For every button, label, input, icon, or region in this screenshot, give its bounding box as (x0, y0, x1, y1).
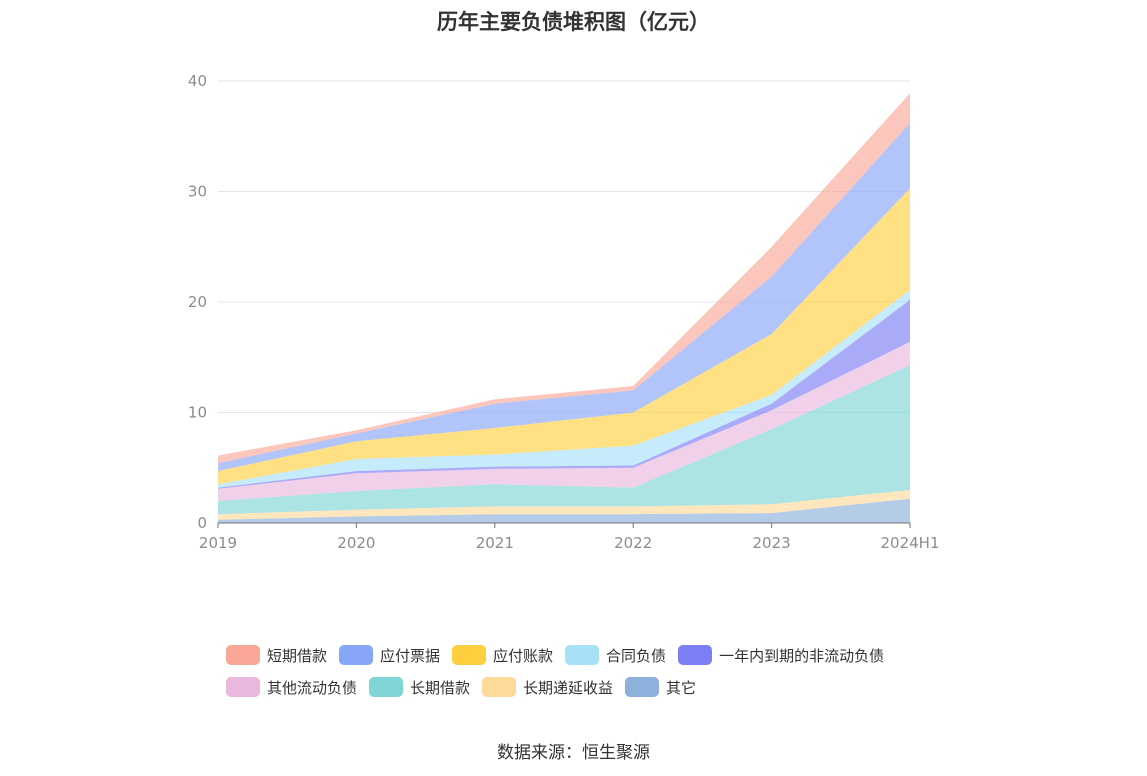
x-tick-label: 2024H1 (881, 534, 940, 552)
legend-item-short-term-loans[interactable]: 短期借款 (226, 645, 327, 666)
legend-row-2: 其他流动负债 长期借款 长期递延收益 其它 (226, 671, 986, 703)
legend-swatch (625, 677, 660, 697)
legend-row-1: 短期借款 应付票据 应付账款 合同负债 一年内到期的非流动负债 (226, 639, 986, 671)
legend-item-deferred-income[interactable]: 长期递延收益 (482, 677, 613, 698)
chart-title: 历年主要负债堆积图（亿元） (437, 10, 710, 34)
legend-swatch (452, 645, 487, 665)
data-source-note: 数据来源：恒生聚源 (497, 743, 650, 763)
legend-swatch (339, 645, 374, 665)
legend-item-long-term-loans[interactable]: 长期借款 (369, 677, 470, 698)
x-tick-label: 2019 (199, 534, 237, 552)
legend-item-other-current-liabilities[interactable]: 其他流动负债 (226, 677, 357, 698)
legend-label: 其它 (666, 678, 697, 697)
legend-label: 其他流动负债 (267, 678, 358, 697)
area-series (218, 365, 910, 515)
x-tick-label: 2022 (614, 534, 652, 552)
legend-label: 长期借款 (410, 678, 471, 697)
legend-swatch (565, 645, 600, 665)
y-tick-label: 0 (197, 514, 207, 532)
area-series (218, 489, 910, 520)
legend-item-others[interactable]: 其它 (625, 677, 696, 698)
y-tick-label: 20 (188, 293, 207, 311)
legend-label: 应付票据 (380, 646, 441, 665)
y-tick-label: 30 (188, 183, 207, 201)
legend-item-notes-payable[interactable]: 应付票据 (339, 645, 440, 666)
legend-label: 合同负债 (606, 646, 667, 665)
legend-swatch (226, 645, 260, 665)
chart-legend: 短期借款 应付票据 应付账款 合同负债 一年内到期的非流动负债 其他流动负债 长… (226, 639, 986, 703)
legend-label: 短期借款 (267, 646, 328, 665)
legend-swatch (369, 677, 404, 697)
x-tick-label: 2020 (337, 534, 375, 552)
y-tick-label: 10 (188, 404, 207, 422)
legend-item-accounts-payable[interactable]: 应付账款 (452, 645, 553, 666)
area-series (218, 341, 910, 501)
area-series (218, 188, 910, 485)
x-tick-label: 2021 (476, 534, 514, 552)
legend-swatch (678, 645, 713, 665)
legend-item-current-portion-noncurrent[interactable]: 一年内到期的非流动负债 (678, 645, 884, 666)
legend-label: 长期递延收益 (523, 678, 614, 697)
y-tick-label: 40 (188, 72, 207, 90)
stacked-area-chart: 0 10 20 30 40 2019 2020 2021 2022 2023 2024H1 (188, 72, 940, 552)
legend-item-contract-liabilities[interactable]: 合同负债 (565, 645, 666, 666)
area-series (218, 123, 910, 472)
x-tick-label: 2023 (753, 534, 791, 552)
legend-swatch (482, 677, 517, 697)
legend-label: 应付账款 (493, 646, 554, 665)
legend-label: 一年内到期的非流动负债 (719, 646, 885, 665)
legend-swatch (226, 677, 260, 697)
area-series (218, 498, 910, 523)
